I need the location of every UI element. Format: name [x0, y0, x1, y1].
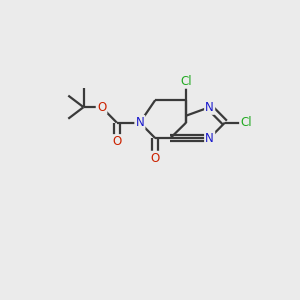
- Text: O: O: [112, 135, 122, 148]
- Text: N: N: [136, 116, 144, 129]
- Text: Cl: Cl: [180, 74, 192, 88]
- Text: N: N: [205, 132, 214, 145]
- Text: Cl: Cl: [240, 116, 252, 129]
- Text: O: O: [151, 152, 160, 165]
- Text: O: O: [97, 100, 106, 114]
- Text: N: N: [205, 100, 214, 114]
